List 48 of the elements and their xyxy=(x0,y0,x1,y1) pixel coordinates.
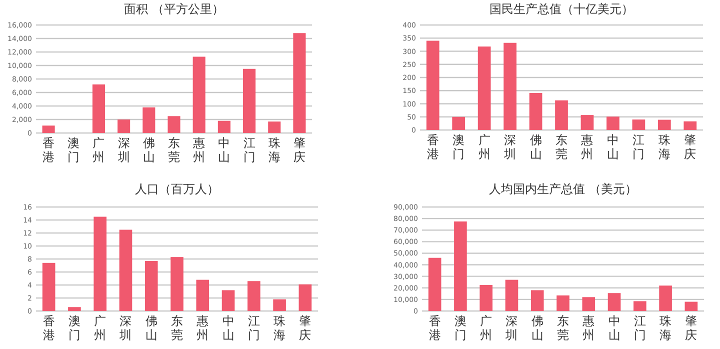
x-tick-label: 广州 xyxy=(94,314,106,342)
x-tick-label: 珠海 xyxy=(268,136,280,164)
x-tick-label: 江门 xyxy=(634,314,646,342)
x-tick-label: 香港 xyxy=(426,133,439,161)
x-tick-label: 香港 xyxy=(42,136,55,164)
x-tick-label: 东莞 xyxy=(168,136,180,164)
chart-title: 人口（百万人） xyxy=(135,182,219,196)
x-tick-label: 佛山 xyxy=(142,136,155,164)
x-tick-label: 广州 xyxy=(480,314,492,342)
x-tick-label: 肇庆 xyxy=(685,314,698,342)
x-tick-label: 东莞 xyxy=(556,133,568,161)
x-tick-label: 澳门 xyxy=(452,133,465,161)
x-tick-label: 中山 xyxy=(608,314,620,342)
x-tick-label: 珠海 xyxy=(660,314,672,342)
x-tick-label: 香港 xyxy=(428,314,441,342)
x-tick-label: 广州 xyxy=(478,133,490,161)
x-tick-label: 佛山 xyxy=(531,314,544,342)
x-tick-label: 东莞 xyxy=(171,314,183,342)
x-tick-label: 惠州 xyxy=(580,133,594,161)
x-tick-label: 中山 xyxy=(606,133,619,161)
chart-title: 面积 （平方公里） xyxy=(124,2,224,16)
chart-title: 人均国内生产总值 （美元） xyxy=(489,182,637,196)
x-tick-label: 深圳 xyxy=(504,314,518,342)
chart-title: 国民生产总值（十亿美元） xyxy=(490,2,634,16)
x-tick-label: 中山 xyxy=(222,314,234,342)
x-tick-label: 中山 xyxy=(218,136,230,164)
x-tick-label: 佛山 xyxy=(145,314,158,342)
x-tick-label: 东莞 xyxy=(557,314,569,342)
x-tick-label: 澳门 xyxy=(68,314,80,342)
x-tick-label: 佛山 xyxy=(530,133,542,161)
x-tick-label: 惠州 xyxy=(192,136,206,164)
x-tick-label: 香港 xyxy=(42,314,55,342)
x-tick-label: 江门 xyxy=(632,133,645,161)
x-tick-label: 珠海 xyxy=(658,133,670,161)
x-tick-label: 江门 xyxy=(248,314,260,342)
x-tick-label: 深圳 xyxy=(116,136,130,164)
x-tick-label: 肇庆 xyxy=(293,136,306,164)
x-tick-label: 澳门 xyxy=(454,314,466,342)
x-tick-label: 惠州 xyxy=(582,314,595,342)
x-tick-label: 深圳 xyxy=(503,133,516,161)
x-tick-label: 澳门 xyxy=(68,136,80,164)
x-tick-label: 惠州 xyxy=(196,314,209,342)
x-tick-label: 肇庆 xyxy=(299,314,312,342)
x-tick-label: 广州 xyxy=(92,136,105,164)
x-tick-label: 珠海 xyxy=(274,314,286,342)
x-tick-label: 江门 xyxy=(243,136,256,164)
x-tick-label: 深圳 xyxy=(118,314,132,342)
x-tick-label: 肇庆 xyxy=(684,133,696,161)
